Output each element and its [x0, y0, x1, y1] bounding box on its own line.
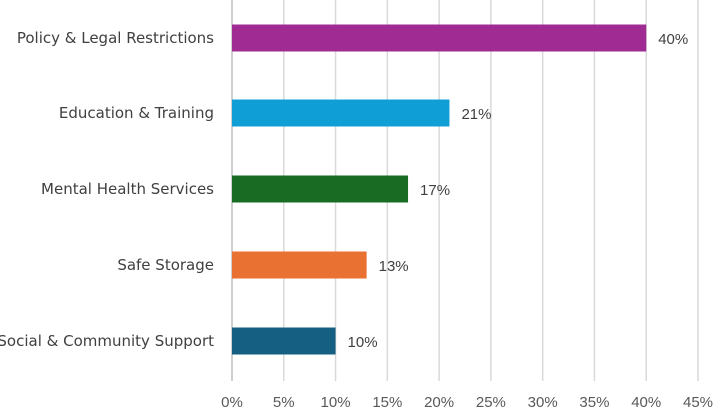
- data-label: 21%: [461, 106, 491, 123]
- category-label: Social & Community Support: [0, 332, 214, 350]
- x-tick-label: 40%: [631, 394, 661, 409]
- data-label: 13%: [379, 258, 409, 275]
- bar: [232, 327, 336, 355]
- category-labels: Policy & Legal Restrictions Education & T…: [0, 29, 214, 350]
- data-label: 17%: [420, 182, 450, 199]
- x-tick-label: 25%: [476, 394, 506, 409]
- bars: [232, 24, 647, 355]
- bar: [232, 24, 647, 52]
- x-tick-label: 35%: [579, 394, 609, 409]
- x-tick-label: 5%: [273, 394, 295, 409]
- bar: [232, 175, 409, 203]
- category-label: Mental Health Services: [41, 180, 214, 198]
- category-label: Safe Storage: [117, 256, 214, 274]
- x-tick-label: 20%: [424, 394, 454, 409]
- bar: [232, 99, 450, 127]
- x-axis-tick-labels: 0% 5% 10% 15% 20% 25% 30% 35% 40% 45%: [221, 394, 713, 409]
- data-label: 10%: [348, 334, 378, 351]
- category-label: Education & Training: [59, 104, 214, 122]
- bar: [232, 251, 367, 279]
- x-tick-label: 15%: [372, 394, 402, 409]
- x-tick-label: 45%: [683, 394, 713, 409]
- x-tick-label: 0%: [221, 394, 243, 409]
- category-label: Policy & Legal Restrictions: [17, 29, 214, 47]
- data-label: 40%: [658, 31, 688, 48]
- x-tick-label: 10%: [321, 394, 351, 409]
- x-tick-label: 30%: [528, 394, 558, 409]
- data-labels: 40% 21% 17% 13% 10%: [348, 31, 689, 351]
- gridlines: [231, 0, 699, 381]
